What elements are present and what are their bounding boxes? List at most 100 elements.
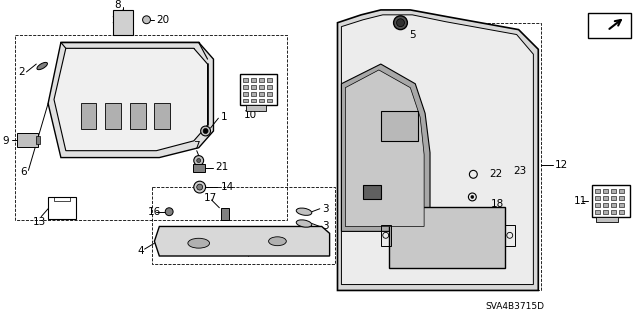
Bar bbox=[259, 85, 264, 89]
Bar bbox=[36, 136, 40, 144]
Text: 3: 3 bbox=[322, 221, 328, 232]
Text: 21: 21 bbox=[216, 162, 228, 172]
Bar bbox=[259, 78, 264, 82]
Bar bbox=[251, 99, 256, 102]
Text: 18: 18 bbox=[491, 199, 504, 209]
Bar bbox=[505, 225, 515, 246]
Bar bbox=[81, 103, 97, 129]
Bar bbox=[604, 196, 608, 200]
Bar bbox=[259, 99, 264, 102]
Circle shape bbox=[194, 181, 205, 193]
Bar bbox=[619, 210, 624, 214]
Text: 20: 20 bbox=[156, 15, 170, 25]
Ellipse shape bbox=[37, 63, 47, 70]
Circle shape bbox=[196, 159, 201, 162]
Bar bbox=[588, 13, 631, 39]
Text: SVA4B3715D: SVA4B3715D bbox=[485, 302, 544, 311]
Polygon shape bbox=[48, 42, 214, 158]
Bar bbox=[381, 111, 418, 141]
Bar bbox=[246, 105, 266, 111]
Circle shape bbox=[471, 196, 474, 198]
Polygon shape bbox=[341, 15, 533, 285]
Circle shape bbox=[165, 208, 173, 216]
Circle shape bbox=[394, 16, 408, 30]
Circle shape bbox=[143, 16, 150, 24]
Text: 2: 2 bbox=[19, 67, 25, 77]
Text: 10: 10 bbox=[244, 110, 257, 120]
Bar bbox=[388, 207, 505, 268]
Bar bbox=[243, 92, 248, 96]
Bar bbox=[240, 74, 278, 105]
Text: 6: 6 bbox=[20, 167, 27, 177]
Text: 1: 1 bbox=[220, 112, 227, 122]
Bar bbox=[243, 99, 248, 102]
Text: 14: 14 bbox=[220, 182, 234, 192]
Circle shape bbox=[397, 19, 404, 27]
Text: 9: 9 bbox=[2, 136, 9, 146]
Bar bbox=[221, 208, 229, 219]
Text: 19: 19 bbox=[348, 187, 362, 197]
Polygon shape bbox=[54, 48, 207, 151]
Bar bbox=[259, 92, 264, 96]
Bar bbox=[595, 203, 600, 207]
Text: 5: 5 bbox=[410, 30, 416, 40]
Bar bbox=[619, 196, 624, 200]
Text: 11: 11 bbox=[573, 196, 587, 206]
Ellipse shape bbox=[296, 208, 312, 215]
Text: 23: 23 bbox=[514, 166, 527, 176]
Polygon shape bbox=[337, 10, 538, 291]
Bar bbox=[593, 185, 630, 217]
Circle shape bbox=[194, 156, 204, 166]
Text: 12: 12 bbox=[555, 160, 568, 170]
Polygon shape bbox=[154, 226, 330, 256]
Circle shape bbox=[196, 184, 203, 190]
Bar bbox=[130, 103, 145, 129]
Bar bbox=[17, 133, 38, 147]
Text: 3: 3 bbox=[322, 204, 328, 214]
Bar bbox=[381, 225, 390, 246]
Bar bbox=[619, 189, 624, 193]
Text: 4: 4 bbox=[138, 246, 144, 256]
Bar bbox=[604, 210, 608, 214]
Bar bbox=[154, 103, 170, 129]
Ellipse shape bbox=[269, 237, 286, 246]
Bar bbox=[243, 85, 248, 89]
Bar bbox=[193, 165, 205, 172]
Bar bbox=[611, 210, 616, 214]
Bar bbox=[267, 85, 271, 89]
Bar bbox=[113, 10, 132, 34]
Bar bbox=[604, 189, 608, 193]
Bar bbox=[337, 23, 541, 291]
Text: 16: 16 bbox=[147, 207, 161, 217]
Bar bbox=[54, 197, 70, 201]
Bar bbox=[251, 85, 256, 89]
Bar bbox=[105, 103, 121, 129]
Bar bbox=[152, 187, 335, 264]
Bar bbox=[611, 189, 616, 193]
Bar bbox=[15, 34, 287, 219]
Bar bbox=[267, 92, 271, 96]
Bar bbox=[267, 78, 271, 82]
Text: FR.: FR. bbox=[591, 19, 614, 32]
Text: 15: 15 bbox=[481, 258, 495, 268]
Ellipse shape bbox=[188, 238, 209, 248]
Bar bbox=[596, 217, 618, 222]
Ellipse shape bbox=[296, 220, 312, 227]
Bar bbox=[611, 196, 616, 200]
Bar bbox=[363, 185, 381, 199]
Bar bbox=[611, 203, 616, 207]
Bar bbox=[243, 78, 248, 82]
Bar bbox=[48, 197, 76, 219]
Bar bbox=[595, 189, 600, 193]
Text: 22: 22 bbox=[489, 169, 502, 179]
Bar bbox=[251, 92, 256, 96]
Text: 7: 7 bbox=[193, 141, 200, 151]
Polygon shape bbox=[341, 64, 430, 231]
Bar bbox=[595, 196, 600, 200]
Bar bbox=[251, 78, 256, 82]
Text: 8: 8 bbox=[115, 0, 122, 10]
Bar bbox=[595, 210, 600, 214]
Bar bbox=[267, 99, 271, 102]
Bar bbox=[604, 203, 608, 207]
Text: 13: 13 bbox=[33, 217, 45, 226]
